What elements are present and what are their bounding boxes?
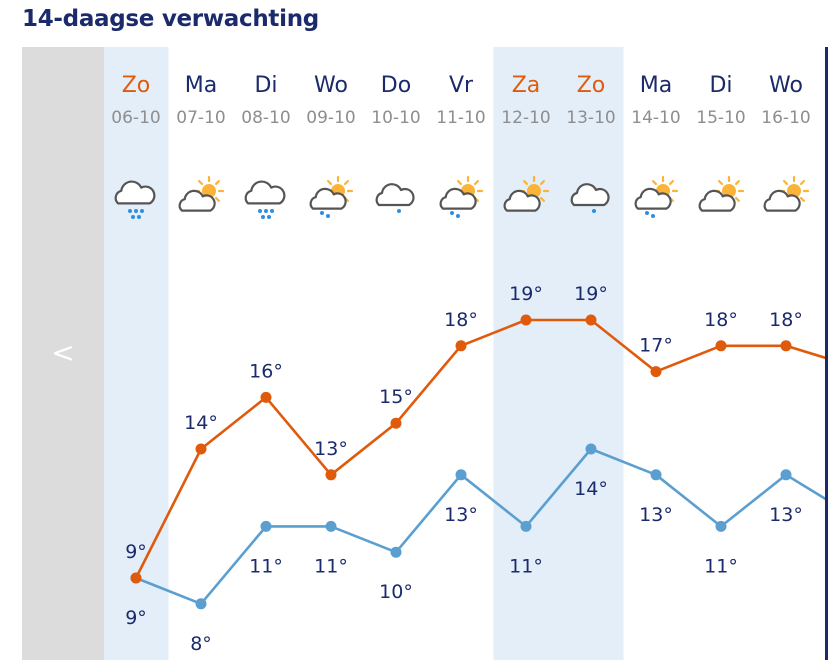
- min-temp-line-point: [585, 443, 597, 455]
- highlight-column: [103, 47, 169, 660]
- max-temp-label: 18°: [769, 309, 803, 331]
- partly-sunny-cloud-icon: [763, 175, 810, 212]
- day-name: Zo: [577, 73, 606, 98]
- highlight-column: [493, 47, 559, 660]
- max-temp-label: 16°: [249, 360, 283, 382]
- sun-cloud-drizzle-icon: [309, 175, 354, 218]
- day-date: 15-10: [696, 108, 745, 128]
- day-date: 09-10: [306, 108, 355, 128]
- day-date: 12-10: [501, 108, 550, 128]
- day-date: 11-10: [436, 108, 485, 128]
- min-temp-line-point: [390, 546, 402, 558]
- min-temp-line-point: [520, 520, 532, 532]
- min-temp-line-point: [715, 520, 727, 532]
- day-date: 13-10: [566, 108, 615, 128]
- day-name: Ma: [640, 73, 672, 98]
- max-temp-line: [134, 318, 828, 579]
- forecast-chart: Zo 06-10 Ma 07-10 Di 08-10 Wo 09-10 Do 10-10 Vr 11-…: [103, 47, 828, 660]
- page-title: 14-daagse verwachting: [22, 6, 319, 32]
- cloud-drizzle-icon: [375, 183, 415, 213]
- max-temp-line-point: [260, 391, 272, 403]
- partly-sunny-cloud-icon: [503, 175, 550, 212]
- min-temp-label: 11°: [314, 555, 348, 577]
- day-date: 16-10: [761, 108, 810, 128]
- day-date: 06-10: [111, 108, 160, 128]
- max-temp-line-point: [780, 340, 792, 352]
- day-date: 07-10: [176, 108, 225, 128]
- min-temp-label: 13°: [444, 504, 478, 526]
- max-temp-label: 15°: [379, 386, 413, 408]
- min-temp-line-point: [325, 520, 337, 532]
- day-date: 08-10: [241, 108, 290, 128]
- sun-cloud-drizzle-icon: [634, 175, 679, 218]
- max-temp-line-point: [520, 314, 532, 326]
- partly-sunny-cloud-icon: [698, 175, 745, 212]
- min-temp-line-point: [195, 598, 207, 610]
- day-name: Za: [512, 73, 541, 98]
- sun-cloud-drizzle-icon: [439, 175, 484, 218]
- previous-days-button[interactable]: <: [22, 47, 104, 660]
- min-temp-label: 10°: [379, 581, 413, 603]
- min-temp-line-point: [260, 520, 272, 532]
- forecast-panel: Zo 06-10 Ma 07-10 Di 08-10 Wo 09-10 Do 10-10 Vr 11-…: [22, 47, 828, 660]
- day-name: Di: [254, 73, 277, 98]
- max-temp-line-point: [130, 572, 142, 584]
- max-temp-line-point: [390, 417, 402, 429]
- day-name: Di: [709, 73, 732, 98]
- max-temp-label: 14°: [184, 412, 218, 434]
- highlight-column: [558, 47, 624, 660]
- min-temp-label: 8°: [190, 633, 212, 655]
- cloud-heavy-rain-icon: [114, 180, 156, 219]
- panel-edge: [825, 47, 828, 660]
- min-temp-label: 13°: [769, 504, 803, 526]
- min-temp-line-point: [455, 469, 467, 481]
- day-name: Vr: [449, 73, 474, 98]
- min-temp-label: 9°: [125, 607, 147, 629]
- cloud-drizzle-icon: [570, 183, 610, 213]
- min-temp-label: 11°: [704, 555, 738, 577]
- day-date: 10-10: [371, 108, 420, 128]
- partly-sunny-cloud-icon: [178, 175, 225, 212]
- max-temp-line-point: [585, 314, 597, 326]
- min-temp-label: 14°: [574, 478, 608, 500]
- max-temp-line-point: [455, 340, 467, 352]
- min-temp-line-point: [650, 469, 662, 481]
- max-temp-label: 18°: [444, 309, 478, 331]
- max-temp-label: 19°: [509, 283, 543, 305]
- day-name: Wo: [769, 73, 803, 98]
- max-temp-line-point: [195, 443, 207, 455]
- day-date: 14-10: [631, 108, 680, 128]
- max-temp-line-point: [325, 469, 337, 481]
- chevron-left-icon: <: [51, 336, 75, 369]
- max-temp-label: 9°: [125, 541, 147, 563]
- min-temp-label: 13°: [639, 504, 673, 526]
- max-temp-label: 18°: [704, 309, 738, 331]
- min-temp-line-point: [780, 469, 792, 481]
- max-temp-label: 13°: [314, 438, 348, 460]
- min-temp-label: 11°: [249, 555, 283, 577]
- day-name: Do: [381, 73, 411, 98]
- max-temp-label: 19°: [574, 283, 608, 305]
- max-temp-line-point: [715, 340, 727, 352]
- min-temp-label: 11°: [509, 555, 543, 577]
- max-temp-line-point: [650, 366, 662, 378]
- cloud-heavy-rain-icon: [244, 180, 286, 219]
- day-name: Wo: [314, 73, 348, 98]
- day-name: Zo: [122, 73, 151, 98]
- min-temp-line: [135, 447, 828, 606]
- max-temp-label: 17°: [639, 335, 673, 357]
- day-name: Ma: [185, 73, 217, 98]
